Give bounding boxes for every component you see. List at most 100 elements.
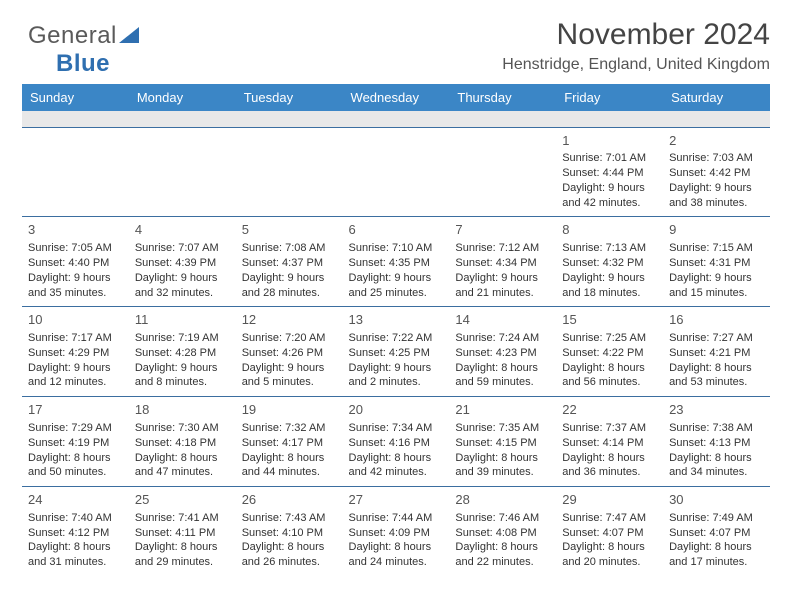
day-info-line: Sunrise: 7:15 AM: [669, 241, 764, 256]
day-number: 20: [349, 401, 444, 419]
day-number: 10: [28, 311, 123, 329]
day-info-line: Sunset: 4:39 PM: [135, 256, 230, 271]
day-info-line: Daylight: 8 hours: [669, 451, 764, 466]
day-number: 5: [242, 221, 337, 239]
calendar-table: Sunday Monday Tuesday Wednesday Thursday…: [22, 84, 770, 576]
calendar-day-cell: 9Sunrise: 7:15 AMSunset: 4:31 PMDaylight…: [663, 217, 770, 307]
day-info-line: Daylight: 9 hours: [669, 181, 764, 196]
calendar-day-cell: 2Sunrise: 7:03 AMSunset: 4:42 PMDaylight…: [663, 127, 770, 217]
calendar-day-cell: [22, 127, 129, 217]
day-info-line: Daylight: 9 hours: [28, 271, 123, 286]
day-header: Wednesday: [343, 84, 450, 111]
calendar-day-cell: 20Sunrise: 7:34 AMSunset: 4:16 PMDayligh…: [343, 397, 450, 487]
day-info-line: Sunset: 4:29 PM: [28, 346, 123, 361]
day-info-line: Sunset: 4:40 PM: [28, 256, 123, 271]
day-info-line: Daylight: 9 hours: [349, 271, 444, 286]
day-info-line: Sunrise: 7:07 AM: [135, 241, 230, 256]
calendar-day-cell: 25Sunrise: 7:41 AMSunset: 4:11 PMDayligh…: [129, 487, 236, 576]
day-header: Tuesday: [236, 84, 343, 111]
calendar-day-cell: 22Sunrise: 7:37 AMSunset: 4:14 PMDayligh…: [556, 397, 663, 487]
day-info-line: and 36 minutes.: [562, 465, 657, 480]
calendar-week-row: 17Sunrise: 7:29 AMSunset: 4:19 PMDayligh…: [22, 397, 770, 487]
calendar-day-cell: 13Sunrise: 7:22 AMSunset: 4:25 PMDayligh…: [343, 307, 450, 397]
logo-text-b: Blue: [56, 50, 110, 77]
day-number: 1: [562, 132, 657, 150]
calendar-day-cell: 26Sunrise: 7:43 AMSunset: 4:10 PMDayligh…: [236, 487, 343, 576]
day-info-line: Daylight: 8 hours: [28, 540, 123, 555]
day-info-line: and 59 minutes.: [455, 375, 550, 390]
day-header: Saturday: [663, 84, 770, 111]
day-info-line: Sunset: 4:21 PM: [669, 346, 764, 361]
day-number: 27: [349, 491, 444, 509]
day-info-line: and 26 minutes.: [242, 555, 337, 570]
day-info-line: Sunset: 4:34 PM: [455, 256, 550, 271]
calendar-day-cell: 17Sunrise: 7:29 AMSunset: 4:19 PMDayligh…: [22, 397, 129, 487]
day-number: 24: [28, 491, 123, 509]
calendar-day-cell: [449, 127, 556, 217]
calendar-day-cell: [236, 127, 343, 217]
day-info-line: Sunrise: 7:38 AM: [669, 421, 764, 436]
day-info-line: Sunrise: 7:17 AM: [28, 331, 123, 346]
day-info-line: and 50 minutes.: [28, 465, 123, 480]
day-number: 28: [455, 491, 550, 509]
calendar-day-cell: 19Sunrise: 7:32 AMSunset: 4:17 PMDayligh…: [236, 397, 343, 487]
day-info-line: Daylight: 8 hours: [242, 451, 337, 466]
day-info-line: Daylight: 8 hours: [349, 540, 444, 555]
brand-logo: General Blue: [28, 22, 139, 78]
day-info-line: Sunset: 4:18 PM: [135, 436, 230, 451]
day-info-line: and 21 minutes.: [455, 286, 550, 301]
day-header-row: Sunday Monday Tuesday Wednesday Thursday…: [22, 84, 770, 111]
day-number: 19: [242, 401, 337, 419]
day-info-line: Sunrise: 7:44 AM: [349, 511, 444, 526]
day-info-line: Sunset: 4:17 PM: [242, 436, 337, 451]
day-info-line: and 15 minutes.: [669, 286, 764, 301]
day-info-line: Daylight: 8 hours: [242, 540, 337, 555]
day-info-line: Daylight: 9 hours: [135, 271, 230, 286]
day-info-line: Sunrise: 7:40 AM: [28, 511, 123, 526]
calendar-day-cell: 18Sunrise: 7:30 AMSunset: 4:18 PMDayligh…: [129, 397, 236, 487]
calendar-day-cell: 12Sunrise: 7:20 AMSunset: 4:26 PMDayligh…: [236, 307, 343, 397]
day-number: 8: [562, 221, 657, 239]
calendar-day-cell: 27Sunrise: 7:44 AMSunset: 4:09 PMDayligh…: [343, 487, 450, 576]
calendar-week-row: 1Sunrise: 7:01 AMSunset: 4:44 PMDaylight…: [22, 127, 770, 217]
day-info-line: and 47 minutes.: [135, 465, 230, 480]
day-info-line: Sunset: 4:32 PM: [562, 256, 657, 271]
day-info-line: Sunrise: 7:29 AM: [28, 421, 123, 436]
day-info-line: Sunrise: 7:19 AM: [135, 331, 230, 346]
calendar-week-row: 3Sunrise: 7:05 AMSunset: 4:40 PMDaylight…: [22, 217, 770, 307]
day-info-line: and 39 minutes.: [455, 465, 550, 480]
day-info-line: Sunrise: 7:43 AM: [242, 511, 337, 526]
day-header: Monday: [129, 84, 236, 111]
day-info-line: Sunset: 4:11 PM: [135, 526, 230, 541]
spacer-row: [22, 111, 770, 127]
day-number: 29: [562, 491, 657, 509]
day-info-line: Sunrise: 7:08 AM: [242, 241, 337, 256]
day-info-line: Daylight: 8 hours: [28, 451, 123, 466]
day-info-line: and 42 minutes.: [562, 196, 657, 211]
day-info-line: Sunset: 4:15 PM: [455, 436, 550, 451]
logo-text-a: General: [28, 22, 117, 49]
day-info-line: Sunrise: 7:12 AM: [455, 241, 550, 256]
day-number: 18: [135, 401, 230, 419]
day-number: 9: [669, 221, 764, 239]
day-info-line: Sunset: 4:23 PM: [455, 346, 550, 361]
day-info-line: Sunset: 4:35 PM: [349, 256, 444, 271]
day-info-line: and 38 minutes.: [669, 196, 764, 211]
day-info-line: Daylight: 8 hours: [349, 451, 444, 466]
calendar-day-cell: 6Sunrise: 7:10 AMSunset: 4:35 PMDaylight…: [343, 217, 450, 307]
day-info-line: and 2 minutes.: [349, 375, 444, 390]
day-info-line: Daylight: 9 hours: [349, 361, 444, 376]
day-info-line: Sunrise: 7:49 AM: [669, 511, 764, 526]
calendar-day-cell: 14Sunrise: 7:24 AMSunset: 4:23 PMDayligh…: [449, 307, 556, 397]
day-info-line: Sunrise: 7:30 AM: [135, 421, 230, 436]
day-number: 17: [28, 401, 123, 419]
day-info-line: Sunrise: 7:35 AM: [455, 421, 550, 436]
day-info-line: and 56 minutes.: [562, 375, 657, 390]
day-info-line: Daylight: 9 hours: [455, 271, 550, 286]
day-number: 12: [242, 311, 337, 329]
calendar-day-cell: 3Sunrise: 7:05 AMSunset: 4:40 PMDaylight…: [22, 217, 129, 307]
day-info-line: Sunset: 4:37 PM: [242, 256, 337, 271]
calendar-day-cell: 11Sunrise: 7:19 AMSunset: 4:28 PMDayligh…: [129, 307, 236, 397]
day-number: 3: [28, 221, 123, 239]
day-info-line: Sunset: 4:31 PM: [669, 256, 764, 271]
